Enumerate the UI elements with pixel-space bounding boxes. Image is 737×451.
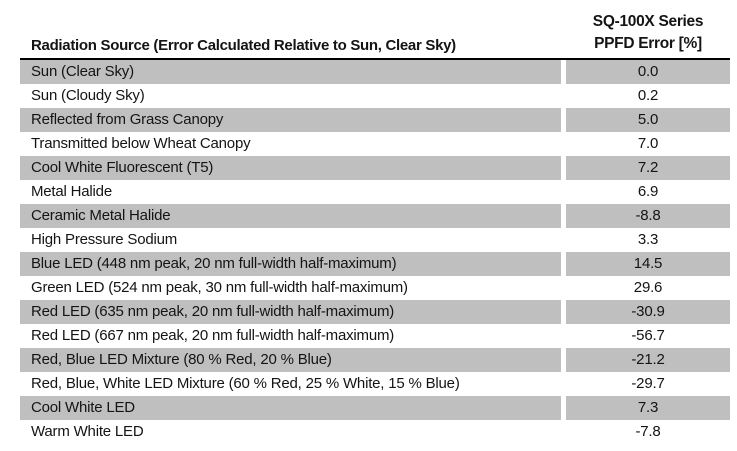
table-row: Sun (Clear Sky) 0.0 — [20, 60, 730, 84]
table-row: Red, Blue LED Mixture (80 % Red, 20 % Bl… — [20, 348, 730, 372]
table-body: Sun (Clear Sky) 0.0 Sun (Cloudy Sky) 0.2… — [20, 60, 730, 444]
radiation-source-cell: Red LED (635 nm peak, 20 nm full-width h… — [20, 300, 561, 324]
ppfd-error-cell: -56.7 — [631, 327, 665, 344]
ppfd-error-cell: 7.3 — [566, 396, 730, 420]
table-row: Sun (Cloudy Sky) 0.2 — [20, 84, 730, 108]
table-row: Red, Blue, White LED Mixture (60 % Red, … — [20, 372, 730, 396]
ppfd-error-cell: 6.9 — [637, 183, 659, 200]
ppfd-error-cell: 29.6 — [633, 279, 663, 296]
table-header-row: Radiation Source (Error Calculated Relat… — [20, 0, 730, 60]
table-row: Warm White LED -7.8 — [20, 420, 730, 444]
radiation-source-cell: Green LED (524 nm peak, 30 nm full-width… — [31, 279, 408, 296]
column-header-series-line1: SQ-100X Series — [592, 13, 704, 30]
radiation-source-cell: Cool White LED — [20, 396, 561, 420]
ppfd-error-cell: -21.2 — [566, 348, 730, 372]
ppfd-error-cell: -7.8 — [635, 423, 661, 440]
table-row: Red LED (667 nm peak, 20 nm full-width h… — [20, 324, 730, 348]
table-row: Red LED (635 nm peak, 20 nm full-width h… — [20, 300, 730, 324]
radiation-source-cell: High Pressure Sodium — [31, 231, 178, 248]
ppfd-error-cell: 14.5 — [566, 252, 730, 276]
table-row: Cool White LED 7.3 — [20, 396, 730, 420]
radiation-source-cell: Sun (Cloudy Sky) — [31, 87, 145, 104]
table-row: Transmitted below Wheat Canopy 7.0 — [20, 132, 730, 156]
column-header-radiation-source: Radiation Source (Error Calculated Relat… — [31, 37, 456, 54]
radiation-source-cell: Ceramic Metal Halide — [20, 204, 561, 228]
ppfd-error-cell: -29.7 — [631, 375, 665, 392]
radiation-error-table: Radiation Source (Error Calculated Relat… — [20, 0, 730, 444]
column-header-ppfd-error: SQ-100X Series PPFD Error [%] — [566, 11, 730, 55]
table-row: Metal Halide 6.9 — [20, 180, 730, 204]
radiation-source-cell: Metal Halide — [31, 183, 112, 200]
radiation-source-cell: Transmitted below Wheat Canopy — [31, 135, 251, 152]
ppfd-error-cell: -30.9 — [566, 300, 730, 324]
ppfd-error-cell: 0.0 — [566, 60, 730, 84]
ppfd-error-cell: 7.0 — [637, 135, 659, 152]
table-row: Blue LED (448 nm peak, 20 nm full-width … — [20, 252, 730, 276]
radiation-source-cell: Blue LED (448 nm peak, 20 nm full-width … — [20, 252, 561, 276]
table-row: Reflected from Grass Canopy 5.0 — [20, 108, 730, 132]
radiation-source-cell: Sun (Clear Sky) — [20, 60, 561, 84]
ppfd-error-cell: -8.8 — [566, 204, 730, 228]
ppfd-error-cell: 7.2 — [566, 156, 730, 180]
radiation-source-cell: Cool White Fluorescent (T5) — [20, 156, 561, 180]
ppfd-error-cell: 5.0 — [566, 108, 730, 132]
radiation-source-cell: Red, Blue LED Mixture (80 % Red, 20 % Bl… — [20, 348, 561, 372]
table-row: Cool White Fluorescent (T5) 7.2 — [20, 156, 730, 180]
radiation-source-cell: Warm White LED — [31, 423, 144, 440]
table-row: Green LED (524 nm peak, 30 nm full-width… — [20, 276, 730, 300]
table-row: High Pressure Sodium 3.3 — [20, 228, 730, 252]
radiation-source-cell: Reflected from Grass Canopy — [20, 108, 561, 132]
radiation-source-cell: Red LED (667 nm peak, 20 nm full-width h… — [31, 327, 395, 344]
radiation-source-cell: Red, Blue, White LED Mixture (60 % Red, … — [31, 375, 460, 392]
column-header-series-line2: PPFD Error [%] — [594, 35, 702, 52]
ppfd-error-cell: 0.2 — [637, 87, 659, 104]
ppfd-error-cell: 3.3 — [637, 231, 659, 248]
table-row: Ceramic Metal Halide -8.8 — [20, 204, 730, 228]
